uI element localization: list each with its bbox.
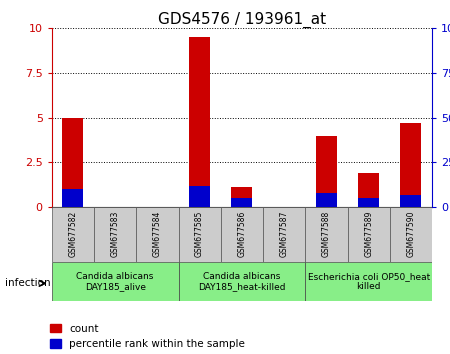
Text: GSM677585: GSM677585 [195, 210, 204, 257]
Bar [231, 198, 252, 207]
Bar [221, 207, 263, 262]
Bar [189, 37, 210, 207]
Bar [400, 123, 422, 207]
Bar [62, 118, 83, 207]
Text: GSM677586: GSM677586 [238, 210, 247, 257]
Bar [263, 207, 305, 262]
Bar [400, 195, 422, 207]
Legend: count, percentile rank within the sample: count, percentile rank within the sample [50, 324, 245, 349]
Bar [52, 262, 179, 301]
Text: Candida albicans
DAY185_heat-killed: Candida albicans DAY185_heat-killed [198, 272, 286, 291]
Text: GSM677588: GSM677588 [322, 210, 331, 257]
Bar [136, 207, 179, 262]
Text: GSM677590: GSM677590 [406, 210, 415, 257]
Text: infection: infection [4, 278, 50, 289]
Bar [94, 207, 136, 262]
Text: GSM677583: GSM677583 [111, 210, 120, 257]
Bar [231, 187, 252, 207]
Text: Candida albicans
DAY185_alive: Candida albicans DAY185_alive [76, 272, 154, 291]
Text: GSM677584: GSM677584 [153, 210, 162, 257]
Bar [316, 136, 337, 207]
Text: GSM677589: GSM677589 [364, 210, 373, 257]
Text: GSM677587: GSM677587 [279, 210, 288, 257]
Bar [347, 207, 390, 262]
Bar [305, 262, 432, 301]
Bar [179, 262, 305, 301]
Bar [390, 207, 432, 262]
Bar [316, 193, 337, 207]
Bar [305, 207, 347, 262]
Bar [62, 189, 83, 207]
Text: Escherichia coli OP50_heat
killed: Escherichia coli OP50_heat killed [307, 272, 430, 291]
Bar [179, 207, 221, 262]
Bar [52, 207, 94, 262]
Bar [189, 185, 210, 207]
Text: GSM677582: GSM677582 [68, 210, 77, 257]
Bar [358, 198, 379, 207]
Title: GDS4576 / 193961_at: GDS4576 / 193961_at [158, 12, 326, 28]
Bar [358, 173, 379, 207]
